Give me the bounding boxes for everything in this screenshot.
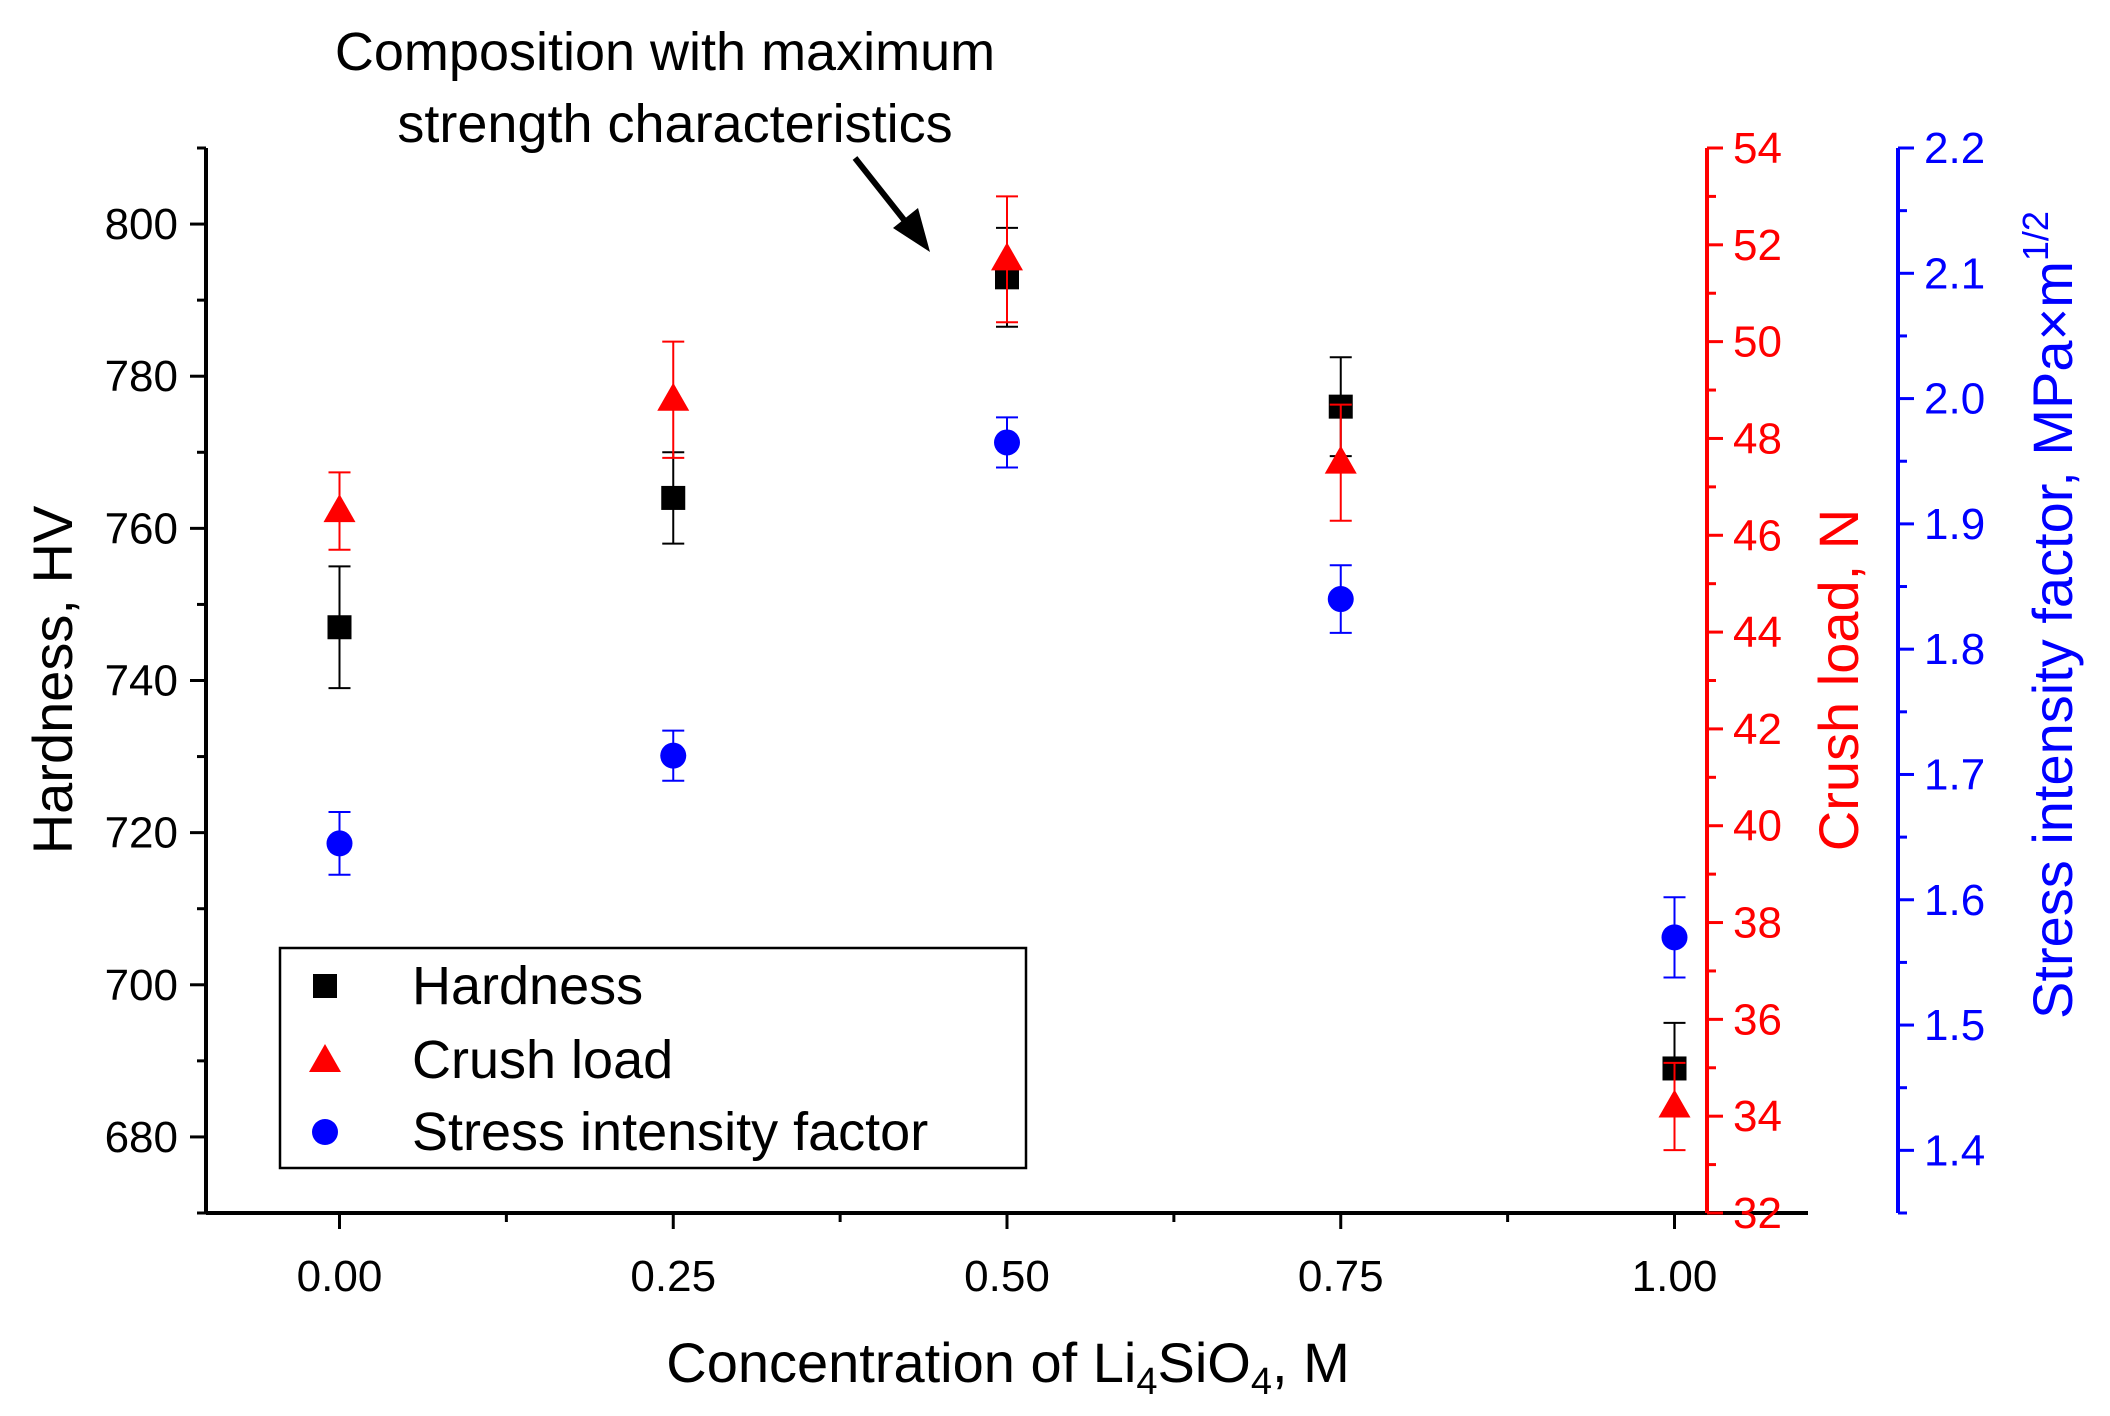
y-right1-tick-label: 44 bbox=[1733, 608, 1782, 657]
y-left-tick-label: 780 bbox=[105, 352, 178, 401]
y-right1-tick-label: 52 bbox=[1733, 221, 1782, 270]
crush-load-point bbox=[1658, 1089, 1691, 1118]
x-tick-label: 0.25 bbox=[630, 1252, 716, 1301]
legend-marker-crush-load bbox=[309, 1044, 341, 1072]
x-axis-label-sub1: 4 bbox=[1136, 1361, 1157, 1403]
y-axis-right2-label-sup: 1/2 bbox=[2015, 211, 2056, 261]
y-right2-tick-label: 2.0 bbox=[1924, 375, 1985, 424]
x-tick-label: 0.50 bbox=[964, 1252, 1050, 1301]
y-axis-right1-ticks: 32 34 36 38 40 42 44 46 48 50 52 54 bbox=[1707, 124, 1782, 1238]
y-axis-right2-label-main: Stress intensity factor, MPa×m bbox=[2021, 261, 2084, 1019]
legend: Hardness Crush load Stress intensity fac… bbox=[278, 946, 1028, 1170]
y-right2-tick-label: 1.5 bbox=[1924, 1001, 1985, 1050]
y-axis-right2-ticks: 1.4 1.5 1.6 1.7 1.8 1.9 2.0 2.1 2.2 bbox=[1898, 124, 1985, 1215]
y-right2-tick-label: 1.8 bbox=[1924, 625, 1985, 674]
y-axis-left-ticks: 680 700 720 740 760 780 800 bbox=[105, 146, 206, 1215]
x-tick-label: 1.00 bbox=[1632, 1252, 1718, 1301]
x-axis-label-prefix: Concentration of Li bbox=[666, 1331, 1136, 1394]
y-axis-left-label: Hardness, HV bbox=[21, 505, 84, 854]
y-right1-tick-label: 48 bbox=[1733, 414, 1782, 463]
y-right2-tick-label: 2.2 bbox=[1924, 124, 1985, 173]
y-right2-tick-label: 1.7 bbox=[1924, 750, 1985, 799]
y-left-tick-label: 720 bbox=[105, 809, 178, 858]
annotation-arrow bbox=[852, 156, 930, 252]
y-right2-tick-label: 2.1 bbox=[1924, 249, 1985, 298]
x-axis-label-mid: SiO bbox=[1157, 1331, 1250, 1394]
y-right1-tick-label: 38 bbox=[1733, 899, 1782, 948]
y-axis-right1-label: Crush load, N bbox=[1807, 509, 1870, 851]
y-right1-tick-label: 50 bbox=[1733, 318, 1782, 367]
x-axis-label-suffix: , M bbox=[1272, 1331, 1350, 1394]
stress-intensity-factor-point bbox=[1661, 924, 1688, 951]
series-layer bbox=[323, 195, 1691, 1152]
legend-marker-hardness bbox=[313, 974, 337, 998]
crush-load-point bbox=[323, 494, 356, 523]
x-tick-label: 0.00 bbox=[297, 1252, 383, 1301]
y-right1-tick-label: 40 bbox=[1733, 802, 1782, 851]
legend-label-hardness: Hardness bbox=[412, 956, 643, 1016]
x-axis-ticks: 0.00 0.25 0.50 0.75 1.00 bbox=[297, 1213, 1718, 1301]
crush-load-point bbox=[657, 382, 690, 411]
y-right1-tick-label: 34 bbox=[1733, 1092, 1782, 1141]
y-right2-tick-label: 1.9 bbox=[1924, 500, 1985, 549]
y-right2-tick-label: 1.6 bbox=[1924, 876, 1985, 925]
crush-load-point bbox=[991, 242, 1023, 271]
stress-intensity-factor-point bbox=[660, 742, 687, 769]
y-left-tick-label: 800 bbox=[105, 200, 178, 249]
y-left-tick-label: 700 bbox=[105, 961, 178, 1010]
y-right1-tick-label: 36 bbox=[1733, 995, 1782, 1044]
x-tick-label: 0.75 bbox=[1298, 1252, 1384, 1301]
stress-intensity-factor-point bbox=[994, 429, 1020, 456]
y-left-tick-label: 760 bbox=[105, 504, 178, 553]
y-axis-right2-label: Stress intensity factor, MPa×m1/2 bbox=[2015, 211, 2084, 1019]
hardness-point bbox=[327, 615, 352, 640]
series-stress-intensity-factor bbox=[326, 416, 1688, 979]
y-left-tick-label: 740 bbox=[105, 657, 178, 706]
x-axis-label: Concentration of Li4SiO4, M bbox=[666, 1331, 1349, 1403]
legend-box bbox=[278, 946, 1028, 1170]
stress-intensity-factor-point bbox=[326, 830, 353, 857]
crush-load-point bbox=[1324, 445, 1357, 474]
stress-intensity-factor-point bbox=[1327, 586, 1354, 613]
annotation-line2: strength characteristics bbox=[397, 94, 952, 154]
legend-label-crush-load: Crush load bbox=[412, 1030, 673, 1090]
x-axis-label-sub2: 4 bbox=[1251, 1361, 1272, 1403]
y-left-tick-label: 680 bbox=[105, 1113, 178, 1162]
hardness-point bbox=[661, 485, 686, 510]
y-right1-tick-label: 54 bbox=[1733, 124, 1782, 173]
y-right1-tick-label: 42 bbox=[1733, 705, 1782, 754]
y-right1-tick-label: 32 bbox=[1733, 1189, 1782, 1238]
legend-marker-stress-intensity bbox=[312, 1119, 338, 1145]
annotation-line1: Composition with maximum bbox=[335, 22, 995, 82]
y-right2-tick-label: 1.4 bbox=[1924, 1126, 1985, 1175]
series-crush-load bbox=[323, 195, 1691, 1152]
legend-label-stress-intensity: Stress intensity factor bbox=[412, 1102, 928, 1162]
y-right1-tick-label: 46 bbox=[1733, 511, 1782, 560]
